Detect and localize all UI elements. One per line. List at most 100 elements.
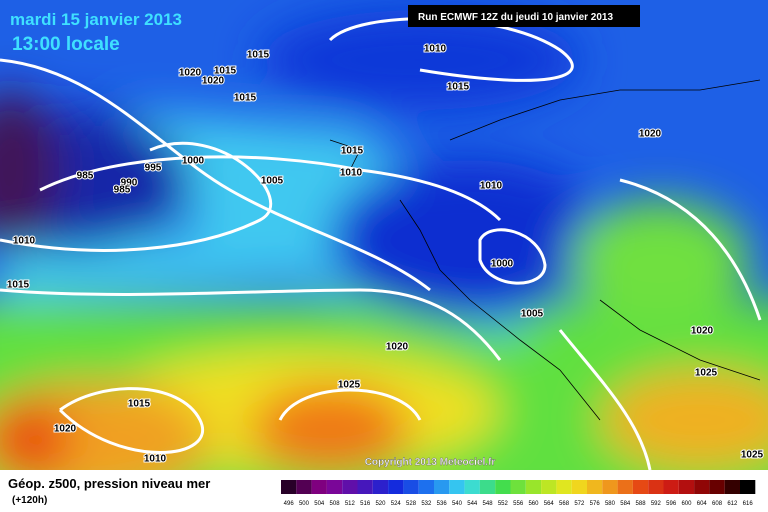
scale-label: 616 bbox=[743, 501, 754, 507]
scale-swatch bbox=[602, 480, 618, 494]
scale-swatch bbox=[648, 480, 664, 494]
legend-title: Géop. z500, pression niveau mer bbox=[8, 476, 210, 491]
scale-label: 500 bbox=[299, 501, 310, 507]
scale-label: 596 bbox=[666, 501, 677, 507]
scale-swatch bbox=[326, 480, 343, 494]
scale-label: 588 bbox=[636, 501, 647, 507]
scale-label: 516 bbox=[360, 501, 371, 507]
scale-label: 552 bbox=[498, 501, 509, 507]
scale-label: 572 bbox=[574, 501, 585, 507]
scale-swatch bbox=[556, 480, 572, 494]
isobar-label: 1000 bbox=[182, 156, 205, 167]
scale-swatch bbox=[281, 480, 297, 494]
isobar-label: 1015 bbox=[214, 66, 237, 77]
scale-label: 528 bbox=[406, 501, 417, 507]
scale-swatch bbox=[678, 480, 695, 494]
scale-swatch bbox=[449, 480, 465, 494]
scale-swatch bbox=[464, 480, 480, 494]
color-scale: 496 500 504 508 512 516 520 524 528 532 536 540 544 5… bbox=[281, 480, 756, 507]
isobar-label: 1020 bbox=[179, 68, 202, 79]
scale-swatch bbox=[541, 480, 557, 494]
scale-swatch bbox=[724, 480, 740, 494]
isobar-label: 1015 bbox=[7, 280, 30, 291]
isobar-label: 985 bbox=[114, 185, 131, 196]
isobar-label: 1020 bbox=[639, 129, 662, 140]
isobar-label: 1020 bbox=[386, 342, 409, 353]
scale-label: 508 bbox=[330, 501, 341, 507]
scale-label: 560 bbox=[528, 501, 539, 507]
isobar-label: 1000 bbox=[491, 259, 514, 270]
scale-swatch bbox=[403, 480, 419, 494]
scale-swatch bbox=[587, 480, 603, 494]
run-box bbox=[408, 5, 640, 27]
isobar-label: 1020 bbox=[54, 424, 77, 435]
copyright: Copyright 2013 Meteociel.fr bbox=[365, 457, 496, 468]
scale-swatch bbox=[617, 480, 633, 494]
scale-swatch bbox=[709, 480, 725, 494]
isobar-label: 1025 bbox=[695, 368, 718, 379]
isobar-label: 1015 bbox=[447, 82, 470, 93]
scale-label: 548 bbox=[483, 501, 494, 507]
isobar-label: 1020 bbox=[691, 326, 714, 337]
scale-swatch bbox=[418, 480, 434, 494]
isobar-label: 995 bbox=[145, 163, 162, 174]
scale-label: 604 bbox=[697, 501, 708, 507]
scale-label: 612 bbox=[727, 501, 738, 507]
isobar-label: 1020 bbox=[202, 76, 225, 87]
scale-label: 576 bbox=[590, 501, 601, 507]
isobar-label: 1025 bbox=[741, 450, 764, 461]
scale-swatch bbox=[357, 480, 373, 494]
map-time: 13:00 locale bbox=[12, 34, 120, 55]
isobar-label: 1010 bbox=[480, 181, 503, 192]
legend-lead: (+120h) bbox=[12, 495, 47, 506]
scale-label: 600 bbox=[681, 501, 692, 507]
isobar-label: 1010 bbox=[424, 44, 447, 55]
scale-swatch bbox=[571, 480, 587, 494]
scale-label: 556 bbox=[513, 501, 524, 507]
scale-label: 536 bbox=[437, 501, 448, 507]
isobar-label: 985 bbox=[77, 171, 94, 182]
isobar-label: 1005 bbox=[261, 176, 284, 187]
scale-label: 592 bbox=[651, 501, 662, 507]
scale-swatch bbox=[372, 480, 389, 494]
isobar-label: 1005 bbox=[521, 309, 544, 320]
scale-swatch bbox=[479, 480, 496, 494]
scale-label: 544 bbox=[467, 501, 478, 507]
scale-label: 532 bbox=[421, 501, 432, 507]
scale-label: 540 bbox=[452, 501, 463, 507]
scale-label: 496 bbox=[284, 501, 295, 507]
scale-swatch bbox=[510, 480, 526, 494]
scale-label: 568 bbox=[559, 501, 570, 507]
scale-swatch bbox=[311, 480, 327, 494]
scale-swatch bbox=[663, 480, 679, 494]
scale-swatch bbox=[632, 480, 649, 494]
scale-label: 504 bbox=[314, 501, 325, 507]
isobar-label: 1015 bbox=[341, 146, 364, 157]
scale-swatch bbox=[495, 480, 511, 494]
scale-swatch bbox=[296, 480, 312, 494]
run-label: Run ECMWF 12Z du jeudi 10 janvier 2013 bbox=[418, 12, 613, 23]
scale-swatch bbox=[434, 480, 450, 494]
scale-label: 520 bbox=[375, 501, 386, 507]
scale-swatch bbox=[740, 480, 756, 494]
scale-label: 512 bbox=[345, 501, 356, 507]
map-date: mardi 15 janvier 2013 bbox=[10, 10, 182, 29]
scale-label: 584 bbox=[620, 501, 631, 507]
scale-swatch bbox=[388, 480, 404, 494]
scale-label: 608 bbox=[712, 501, 723, 507]
isobar-label: 1015 bbox=[234, 93, 257, 104]
isobar-label: 1015 bbox=[128, 399, 151, 410]
isobar-label: 1010 bbox=[340, 168, 363, 179]
isobar-label: 1010 bbox=[13, 236, 36, 247]
scale-label: 580 bbox=[605, 501, 616, 507]
scale-label: 524 bbox=[391, 501, 402, 507]
scale-label: 564 bbox=[544, 501, 555, 507]
scale-swatch bbox=[525, 480, 542, 494]
scale-swatch bbox=[694, 480, 710, 494]
isobar-label: 1010 bbox=[144, 454, 167, 465]
isobar-label: 1025 bbox=[338, 380, 361, 391]
isobar-label: 990 bbox=[121, 178, 138, 189]
